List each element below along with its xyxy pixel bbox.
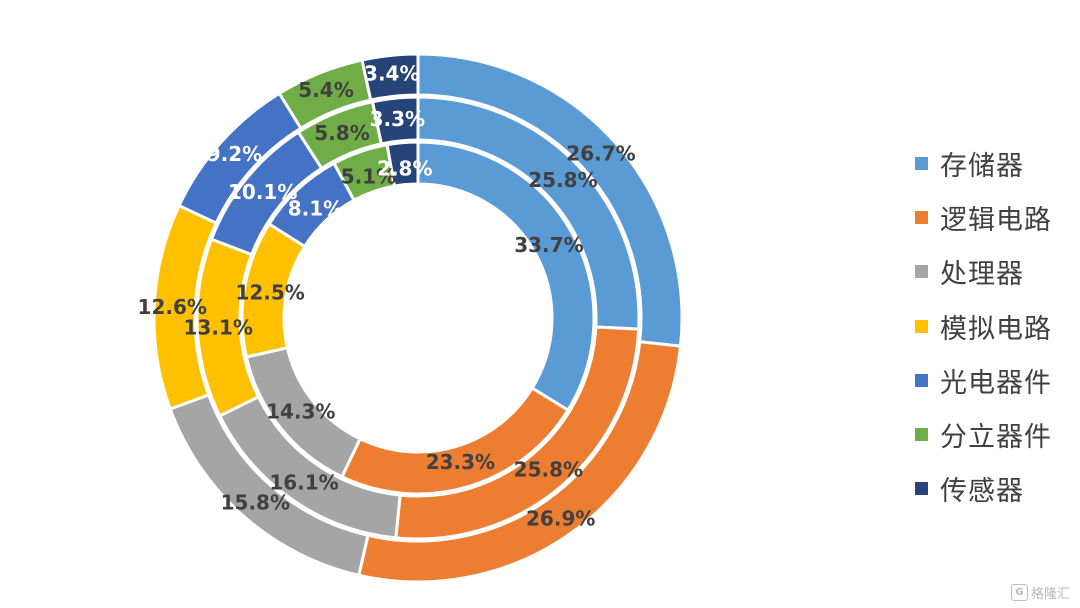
middle-ring-label-2: 16.1%	[269, 470, 338, 494]
inner-ring-label-5: 5.1%	[341, 164, 396, 188]
inner-ring-label-3: 12.5%	[235, 281, 304, 305]
legend-item-analog: 模拟电路	[915, 299, 1075, 353]
outer-ring-slice-6	[360, 52, 420, 102]
legend-swatch	[915, 265, 928, 279]
watermark-text: 格隆汇	[1030, 587, 1070, 602]
outer-ring-label-5: 5.4%	[298, 78, 353, 102]
legend-label: 逻辑电路	[940, 204, 1052, 236]
outer-ring-label-4: 9.2%	[207, 142, 262, 166]
inner-ring-label-0: 33.7%	[514, 233, 583, 257]
legend-swatch	[915, 319, 928, 333]
legend-item-optoelectronic: 光电器件	[915, 353, 1075, 407]
legend-label: 处理器	[940, 259, 1024, 291]
inner-ring-slice-6	[385, 140, 420, 188]
legend-label: 模拟电路	[940, 313, 1052, 345]
outer-ring-label-1: 26.9%	[526, 506, 595, 530]
inner-ring-label-1: 23.3%	[426, 450, 495, 474]
legend-swatch	[915, 156, 928, 170]
chart-legend: 存储器 逻辑电路 处理器 模拟电路 光电器件 分立器件 传感器	[915, 136, 1075, 516]
inner-ring-label-2: 14.3%	[266, 400, 335, 424]
middle-ring-label-4: 10.1%	[228, 180, 297, 204]
outer-ring-label-2: 15.8%	[221, 491, 290, 515]
inner-ring-label-4: 8.1%	[288, 196, 343, 220]
legend-item-processor: 处理器	[915, 245, 1075, 299]
legend-item-discrete: 分立器件	[915, 407, 1075, 461]
middle-ring-label-0: 25.8%	[528, 168, 597, 192]
middle-ring-label-1: 25.8%	[514, 458, 583, 482]
legend-label: 光电器件	[940, 367, 1052, 399]
legend-item-sensor: 传感器	[915, 462, 1075, 516]
middle-ring-label-3: 13.1%	[184, 315, 253, 339]
middle-ring-label-5: 5.8%	[314, 121, 369, 145]
legend-swatch	[915, 482, 928, 496]
legend-swatch	[915, 373, 928, 387]
middle-ring-slice-6	[370, 95, 420, 146]
outer-ring-label-0: 26.7%	[566, 142, 635, 166]
watermark: G 格隆汇	[1010, 583, 1070, 602]
legend-item-logic: 逻辑电路	[915, 190, 1075, 244]
legend-swatch	[915, 428, 928, 442]
legend-label: 存储器	[940, 150, 1024, 182]
inner-ring-label-6: 2.8%	[377, 157, 432, 181]
outer-ring-label-3: 12.6%	[138, 295, 207, 319]
legend-label: 传感器	[940, 476, 1024, 508]
middle-ring-label-6: 3.3%	[370, 107, 425, 131]
outer-ring-label-6: 3.4%	[364, 61, 419, 85]
legend-swatch	[915, 210, 928, 224]
legend-label: 分立器件	[940, 422, 1052, 454]
legend-item-storage: 存储器	[915, 136, 1075, 190]
watermark-logo-icon: G	[1010, 584, 1028, 601]
